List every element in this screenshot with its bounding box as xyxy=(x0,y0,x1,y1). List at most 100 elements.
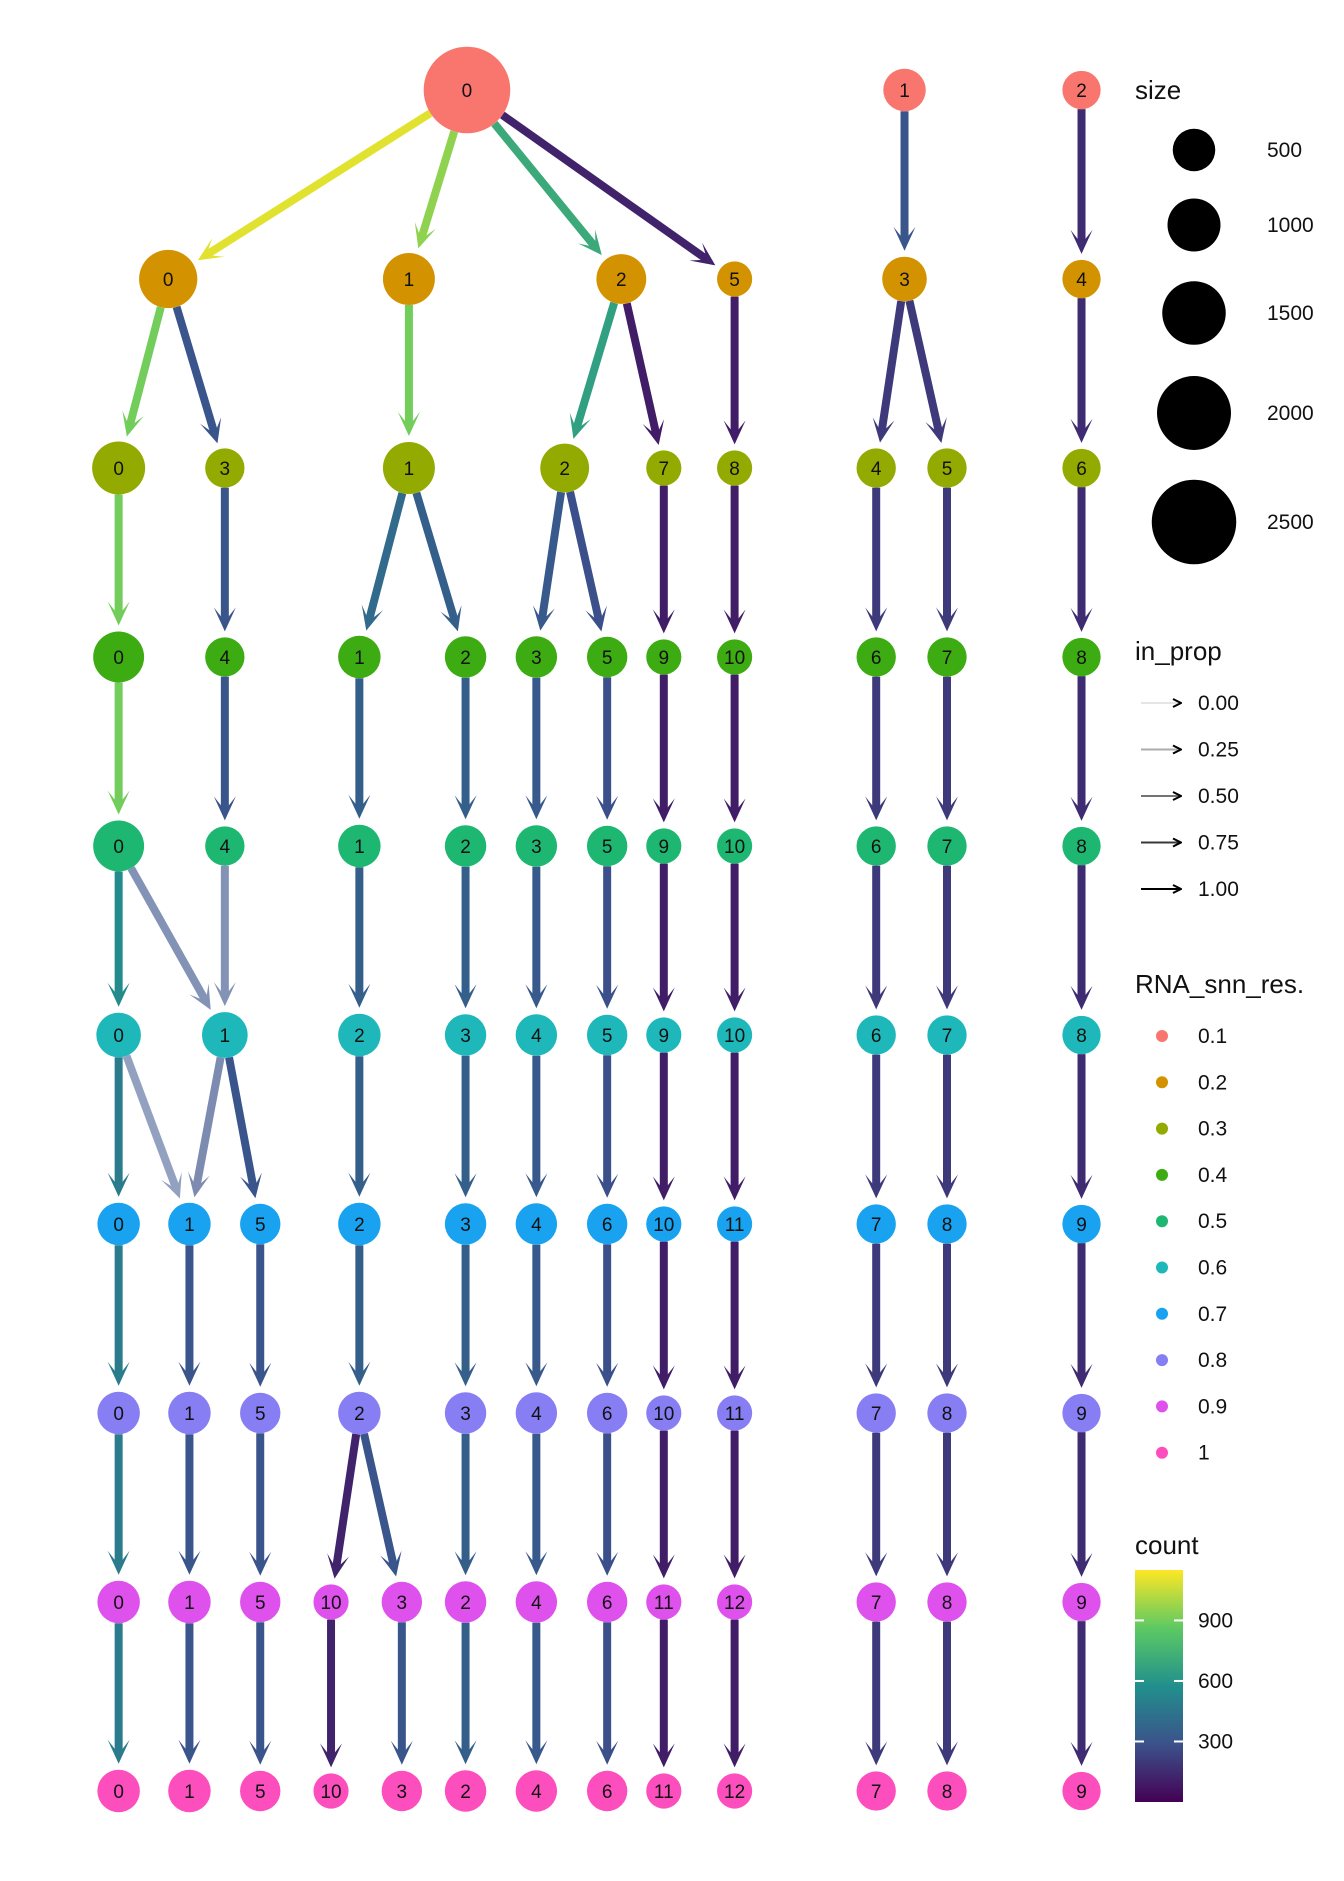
node-circle xyxy=(515,825,558,867)
node-label: 8 xyxy=(942,1593,953,1614)
tree-edge xyxy=(178,1434,201,1575)
tree-node: 0 xyxy=(423,46,511,134)
node-label: 8 xyxy=(1076,1026,1087,1047)
edge-arrowhead xyxy=(652,1743,675,1768)
node-label: 0 xyxy=(113,648,124,669)
edge-arrowhead xyxy=(348,1172,371,1197)
tree-node: 4 xyxy=(515,1014,558,1056)
node-label: 8 xyxy=(942,1782,953,1803)
node-circle xyxy=(1062,1204,1101,1244)
edge-arrowhead xyxy=(189,983,211,1010)
tree-node: 7 xyxy=(646,450,682,486)
node-circle xyxy=(92,441,146,495)
node-circle xyxy=(168,1391,211,1435)
node-circle xyxy=(338,635,381,679)
node-circle xyxy=(96,1012,141,1058)
edge-line xyxy=(127,866,210,1004)
tree-edge xyxy=(622,302,665,445)
node-label: 0 xyxy=(113,1404,124,1425)
tree-edge xyxy=(454,866,477,1009)
edge-arrowhead xyxy=(348,794,371,819)
tree-edge xyxy=(107,1245,130,1386)
node-circle xyxy=(586,1392,628,1434)
tree-node: 6 xyxy=(856,826,896,866)
edge-arrowhead xyxy=(320,1743,343,1768)
tree-node: 10 xyxy=(717,639,753,675)
node-circle xyxy=(444,825,487,867)
resolution-legend-label: 0.2 xyxy=(1198,1071,1227,1094)
size-legend-item: 2000 xyxy=(1157,376,1314,450)
count-legend-tick: 600 xyxy=(1135,1670,1233,1693)
tree-node: 11 xyxy=(646,1584,682,1620)
node-label: 3 xyxy=(220,459,231,480)
edge-arrowhead xyxy=(1070,1363,1093,1388)
size-legend-label: 500 xyxy=(1267,139,1302,162)
node-label: 9 xyxy=(659,1026,670,1047)
resolution-legend-label: 0.3 xyxy=(1198,1118,1227,1141)
edge-line xyxy=(622,302,661,437)
tree-node: 10 xyxy=(313,1584,349,1620)
node-label: 5 xyxy=(602,837,613,858)
node-circle xyxy=(313,1773,349,1809)
tree-node: 4 xyxy=(205,637,245,677)
tree-edge xyxy=(525,677,548,820)
edge-arrowhead xyxy=(596,984,619,1009)
node-label: 3 xyxy=(531,837,542,858)
resolution-legend-dot xyxy=(1156,1076,1168,1089)
edge-arrowhead xyxy=(1070,229,1093,254)
node-circle xyxy=(646,1584,682,1620)
node-label: 10 xyxy=(653,1215,674,1236)
node-label: 7 xyxy=(871,1782,882,1803)
node-label: 2 xyxy=(460,1782,471,1803)
tree-edge xyxy=(936,865,958,1010)
node-label: 2 xyxy=(559,459,570,480)
tree-edge xyxy=(107,1434,130,1575)
edge-arrowhead xyxy=(327,1553,349,1579)
node-label: 6 xyxy=(871,1026,882,1047)
edge-arrowhead xyxy=(213,607,236,632)
node-label: 5 xyxy=(255,1593,266,1614)
node-circle xyxy=(717,1584,753,1620)
node-circle xyxy=(856,1015,896,1055)
node-circle xyxy=(515,1581,558,1623)
node-label: 5 xyxy=(602,1026,613,1047)
tree-node: 1 xyxy=(883,68,926,112)
node-label: 4 xyxy=(1076,270,1087,291)
node-label: 4 xyxy=(531,1782,542,1803)
tree-edge xyxy=(249,1622,272,1765)
edge-arrowhead xyxy=(723,1176,746,1201)
edge-arrowhead xyxy=(723,987,746,1012)
tree-node: 8 xyxy=(927,1582,967,1622)
resolution-legend-item: 0.6 xyxy=(1156,1257,1227,1280)
tree-edge xyxy=(397,304,420,437)
edge-arrowhead xyxy=(107,1172,130,1197)
resolution-legend-item: 0.8 xyxy=(1156,1349,1227,1372)
node-label: 6 xyxy=(871,837,882,858)
in-prop-legend-item: 0.00 xyxy=(1141,692,1239,715)
node-circle xyxy=(717,828,753,864)
tree-edge xyxy=(213,487,236,632)
tree-node: 8 xyxy=(927,1393,967,1433)
tree-edge xyxy=(412,491,462,632)
node-label: 4 xyxy=(871,459,882,480)
edge-arrowhead xyxy=(249,1740,272,1765)
tree-node: 5 xyxy=(586,636,628,678)
tree-edge xyxy=(865,1621,888,1766)
count-legend-title: count xyxy=(1135,1530,1199,1560)
node-label: 6 xyxy=(602,1404,613,1425)
edge-arrowhead xyxy=(200,417,222,444)
tree-node: 1 xyxy=(338,635,381,679)
tree-node: 2 xyxy=(444,1581,487,1623)
edge-arrowhead xyxy=(178,1739,201,1764)
resolution-legend-dot xyxy=(1156,1354,1168,1367)
edge-arrowhead xyxy=(240,1172,262,1199)
node-circle xyxy=(540,443,590,493)
tree-edge xyxy=(723,674,746,823)
tree-node: 0 xyxy=(93,631,145,683)
edge-line xyxy=(122,1054,181,1191)
edge-arrowhead xyxy=(397,412,420,437)
tree-edge xyxy=(723,1052,746,1201)
in-prop-legend-title: in_prop xyxy=(1135,636,1222,666)
edge-arrowhead xyxy=(107,1550,130,1575)
edge-arrowhead xyxy=(723,420,746,445)
